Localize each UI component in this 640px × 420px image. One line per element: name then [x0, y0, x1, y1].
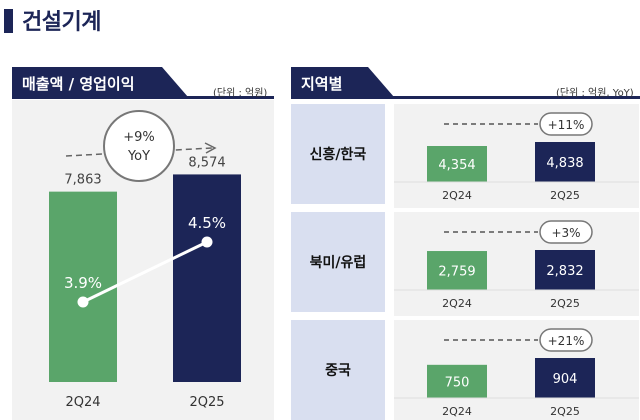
region-value-label: 4,354	[438, 158, 475, 173]
region-chart-emerging: +11% 4,354 2Q24 4,838 2Q25	[394, 112, 639, 202]
right-tab-underline	[291, 96, 640, 99]
growth-value: +3%	[551, 226, 580, 240]
revenue-value-label: 8,574	[188, 155, 225, 170]
growth-badge	[539, 220, 593, 244]
region-value-label: 904	[553, 372, 578, 387]
category-label: 2Q24	[442, 405, 472, 418]
right-section-title: 지역별	[301, 75, 343, 93]
margin-point	[77, 296, 89, 308]
yoy-circle	[103, 110, 175, 182]
category-label: 2Q24	[442, 189, 472, 202]
margin-line	[82, 240, 208, 304]
region-bar	[427, 146, 487, 182]
category-label: 2Q24	[442, 297, 472, 310]
revenue-bar	[173, 174, 241, 382]
revenue-value-label: 7,863	[64, 173, 101, 188]
category-label: 2Q25	[550, 297, 580, 310]
growth-value: +11%	[548, 118, 585, 132]
category-label: 2Q25	[550, 405, 580, 418]
category-label: 2Q24	[65, 395, 100, 410]
page-title: 건설기계	[22, 10, 101, 35]
title-marker	[4, 9, 13, 33]
revenue-bar	[49, 191, 117, 382]
left-tab-underline	[12, 96, 274, 99]
category-label: 2Q25	[550, 189, 580, 202]
region-label-na-eu: 북미/유럽	[291, 212, 385, 312]
region-bar	[535, 250, 595, 290]
region-value-label: 2,832	[546, 264, 583, 279]
revenue-profit-chart: +9% YoY 7,863 2Q24 8,574 2Q25 3.9% 4.5%	[49, 110, 241, 410]
region-label-emerging: 신흥/한국	[291, 104, 385, 204]
margin-value-label: 3.9%	[64, 274, 102, 292]
margin-point	[201, 236, 213, 248]
yoy-value: +9%	[123, 130, 155, 145]
region-label-text: 중국	[325, 363, 351, 379]
region-value-label: 4,838	[546, 156, 583, 171]
growth-badge	[539, 328, 593, 352]
region-value-label: 2,759	[438, 265, 475, 280]
right-section-tab: 지역별	[291, 67, 394, 97]
left-unit-label: (단위 : 억원)	[213, 88, 268, 99]
arrow-head-icon	[204, 142, 217, 154]
left-section-tab: 매출액 / 영업이익	[12, 67, 188, 97]
region-value-label: 750	[445, 375, 470, 390]
category-label: 2Q25	[189, 395, 224, 410]
growth-value: +21%	[548, 334, 585, 348]
region-bar	[427, 251, 487, 290]
margin-value-label: 4.5%	[188, 214, 226, 232]
region-label-text: 신흥/한국	[309, 147, 367, 163]
region-chart-na-eu: +3% 2,759 2Q24 2,832 2Q25	[394, 220, 639, 310]
region-bar	[535, 142, 595, 182]
left-section-title: 매출액 / 영업이익	[22, 75, 135, 93]
region-bar	[427, 364, 487, 398]
right-unit-label: (단위 : 억원, YoY)	[556, 88, 634, 99]
growth-badge	[539, 112, 593, 136]
yoy-label: YoY	[127, 149, 150, 164]
region-chart-china: +21% 750 2Q24 904 2Q25	[394, 328, 639, 418]
region-bar	[535, 358, 595, 398]
region-label-text: 북미/유럽	[309, 255, 367, 271]
region-label-china: 중국	[291, 320, 385, 420]
